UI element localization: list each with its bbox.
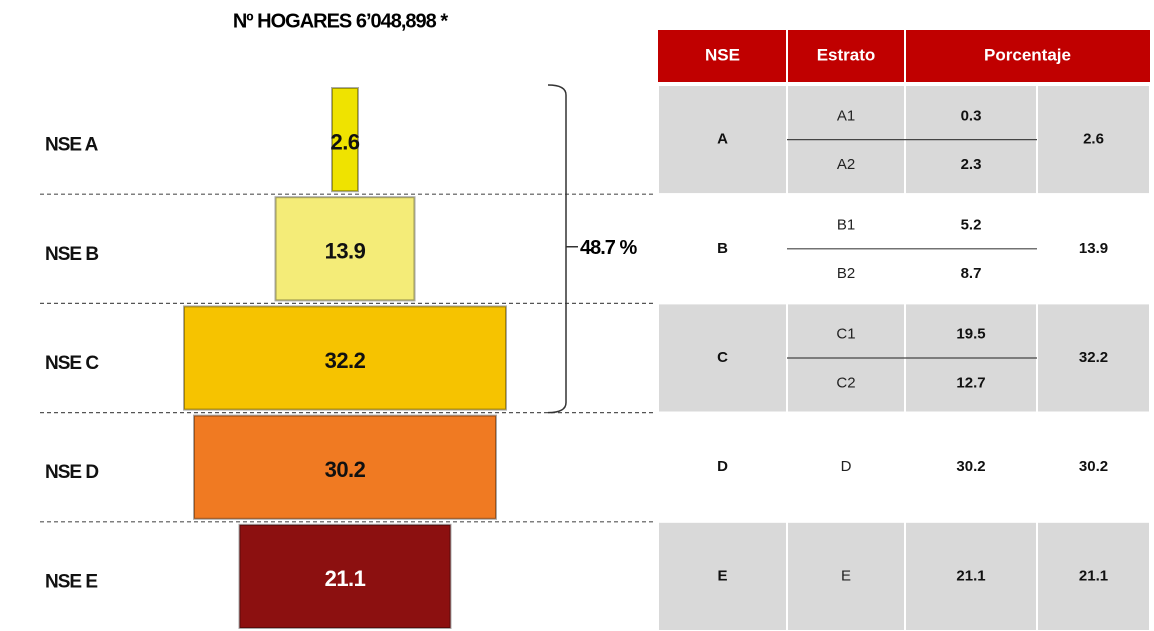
category-label: NSE A <box>45 135 99 156</box>
cell <box>657 411 788 523</box>
header-cell: Estrato <box>817 45 876 64</box>
bar <box>274 196 416 302</box>
cell <box>1036 193 1151 305</box>
category-label: NSE B <box>45 244 98 265</box>
stratum-name: B1 <box>837 216 855 233</box>
total-cell: 30.2 <box>1079 458 1108 475</box>
cell <box>1036 302 1151 414</box>
stratum-name: C1 <box>836 326 855 343</box>
cell <box>1036 520 1151 631</box>
stratum-name: C2 <box>836 374 855 391</box>
total-cell: 21.1 <box>1079 567 1108 584</box>
cell <box>1036 411 1151 523</box>
stratum-value: 30.2 <box>956 458 985 475</box>
bracket-label: 48.7 % <box>580 237 637 259</box>
stratum-value: 12.7 <box>956 374 985 391</box>
header-cell: NSE <box>705 45 740 64</box>
nse-cell: D <box>717 458 728 475</box>
value-label: 30.2 <box>325 457 366 482</box>
stratum-name: D <box>841 458 852 475</box>
stratum-value: 0.3 <box>961 107 982 124</box>
category-label: NSE D <box>45 462 98 483</box>
total-cell: 13.9 <box>1079 240 1108 257</box>
cell <box>786 411 906 523</box>
stratum-value: 2.3 <box>961 156 982 173</box>
bar <box>331 87 359 193</box>
stratum-name: A2 <box>837 156 855 173</box>
bar <box>193 414 497 520</box>
nse-cell: A <box>717 131 728 148</box>
category-label: NSE E <box>45 571 97 592</box>
stratum-value: 8.7 <box>961 265 982 282</box>
stratum-name: A1 <box>837 107 855 124</box>
cell <box>904 411 1038 523</box>
stratum-name: B2 <box>837 265 855 282</box>
stratum-value: 19.5 <box>956 326 985 343</box>
value-label: 13.9 <box>325 239 366 264</box>
cell <box>657 84 788 196</box>
total-cell: 2.6 <box>1083 131 1104 148</box>
bracket <box>547 84 578 414</box>
nse-cell: C <box>717 349 728 366</box>
value-label: 21.1 <box>325 566 366 591</box>
bar <box>183 305 507 411</box>
cell <box>904 520 1038 631</box>
stratum-value: 21.1 <box>956 567 985 584</box>
stratum-value: 5.2 <box>961 216 982 233</box>
category-label: NSE C <box>45 353 99 374</box>
value-label: 2.6 <box>330 129 359 154</box>
header-cell: Porcentaje <box>984 45 1071 64</box>
bar <box>238 523 452 629</box>
stratum-name: E <box>841 567 851 584</box>
nse-cell: B <box>717 240 728 257</box>
value-label: 32.2 <box>325 348 366 373</box>
total-cell: 32.2 <box>1079 349 1108 366</box>
nse-cell: E <box>717 567 727 584</box>
cell <box>786 520 906 631</box>
chart-title: Nº HOGARES 6’048,898 * <box>233 10 449 32</box>
